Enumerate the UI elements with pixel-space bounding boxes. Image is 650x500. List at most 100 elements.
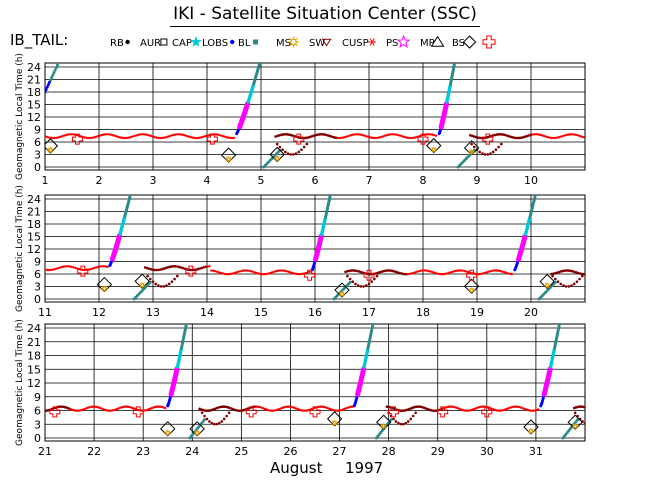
sun-ray (274, 156, 277, 158)
cusp-point (215, 133, 219, 136)
bl-point (329, 191, 332, 194)
sun-ray (544, 283, 547, 285)
cusp-point (234, 271, 238, 274)
y-tick-label: 0 (34, 161, 41, 174)
cusp-point (87, 136, 90, 140)
cusp-point (554, 136, 557, 140)
cusp-point (126, 136, 130, 139)
cusp-point (442, 272, 445, 276)
cusp-point (155, 405, 158, 408)
x-tick-label: 10 (524, 174, 538, 187)
early-rise-point (51, 73, 55, 77)
cusp-point (268, 271, 272, 275)
sw-dip-point (302, 145, 306, 149)
cusp-point (552, 136, 555, 140)
cross-marker (481, 406, 493, 418)
cusp-point (119, 136, 122, 139)
sun-ray (101, 286, 104, 288)
bl-point (368, 336, 372, 341)
cusp-point (487, 270, 491, 273)
bl-point (259, 57, 262, 60)
sun-marker (545, 283, 550, 288)
bl-point (558, 320, 561, 323)
cusp-point (170, 134, 173, 137)
x-tick-label: 6 (312, 174, 319, 187)
cusp-point (221, 134, 224, 138)
sw-point (383, 269, 387, 273)
sw-dip-point (575, 280, 579, 284)
cusp-point (76, 409, 79, 412)
cusp-point (107, 409, 110, 412)
cusp-point (503, 271, 506, 274)
bl-point (180, 344, 184, 348)
cusp-point (117, 135, 120, 139)
cusp-point (96, 135, 100, 138)
cusp-point (374, 136, 377, 140)
cusp-point (425, 133, 428, 136)
cusp-point (289, 271, 292, 274)
cusp-point (380, 135, 383, 139)
cusp-point (263, 272, 266, 276)
sw-point (563, 269, 567, 272)
sw-dip-point (227, 411, 231, 415)
sw-dip-point (486, 153, 490, 156)
sun-ray (342, 291, 345, 294)
cusp-point (259, 272, 262, 276)
cusp-point (444, 272, 447, 276)
sun-marker (573, 424, 578, 429)
legend-label: CUSP (342, 38, 369, 49)
legend-square (160, 38, 168, 46)
bl-point (369, 332, 373, 336)
cusp-point (94, 135, 98, 139)
y-tick-label: 6 (34, 136, 41, 149)
cusp-point (335, 409, 339, 412)
cusp-point (210, 269, 213, 272)
cusp-point (412, 136, 415, 140)
sun-ray (472, 149, 475, 152)
diamond-marker (96, 276, 113, 293)
cusp-point (157, 136, 160, 140)
cusp-point (465, 270, 468, 273)
sw-point (582, 272, 585, 276)
sw-point (317, 133, 321, 136)
sw-dip-point (373, 277, 376, 281)
cusp-point (385, 133, 389, 137)
sw-dip-point (305, 142, 309, 146)
sw-dip-point (151, 280, 155, 284)
cusp-point (247, 269, 251, 272)
cusp-point (497, 409, 500, 412)
cusp-point (546, 135, 549, 139)
cusp-point (580, 135, 583, 138)
bl-point (533, 195, 537, 197)
cusp-point (68, 133, 71, 136)
sw-dip-point (554, 277, 557, 281)
sw-dip-point (402, 422, 405, 426)
cusp-point (257, 272, 260, 275)
x-tick-label: 13 (146, 306, 160, 319)
legend-label: AUR (140, 38, 161, 49)
sun-marker (381, 424, 386, 429)
cusp-point (303, 409, 306, 412)
cusp-point (418, 269, 421, 273)
diamond-marker (220, 147, 237, 163)
star-marker (190, 36, 202, 47)
cusp-point (419, 269, 423, 272)
sun-ray (295, 43, 298, 47)
sun-ray (335, 423, 338, 426)
sw-dip-point (356, 284, 360, 287)
sw-dip-point (275, 142, 279, 146)
bl-point (370, 324, 375, 328)
early-rise-point (50, 75, 54, 79)
cusp-point (168, 134, 171, 138)
cusp-point (435, 134, 438, 137)
cusp-point (45, 135, 49, 139)
sun-ray (335, 420, 338, 423)
cusp-point (512, 405, 516, 408)
sun-ray (229, 159, 232, 162)
x-tick-label: 23 (136, 445, 150, 458)
cusp-point (387, 133, 391, 136)
cusp-point (370, 136, 374, 139)
sw-dip-point (406, 420, 410, 423)
panel: 21 22 23 24 25 26 27 28 29 30 3103691215182124Geom… (15, 319, 586, 458)
cusp-point (219, 271, 222, 275)
